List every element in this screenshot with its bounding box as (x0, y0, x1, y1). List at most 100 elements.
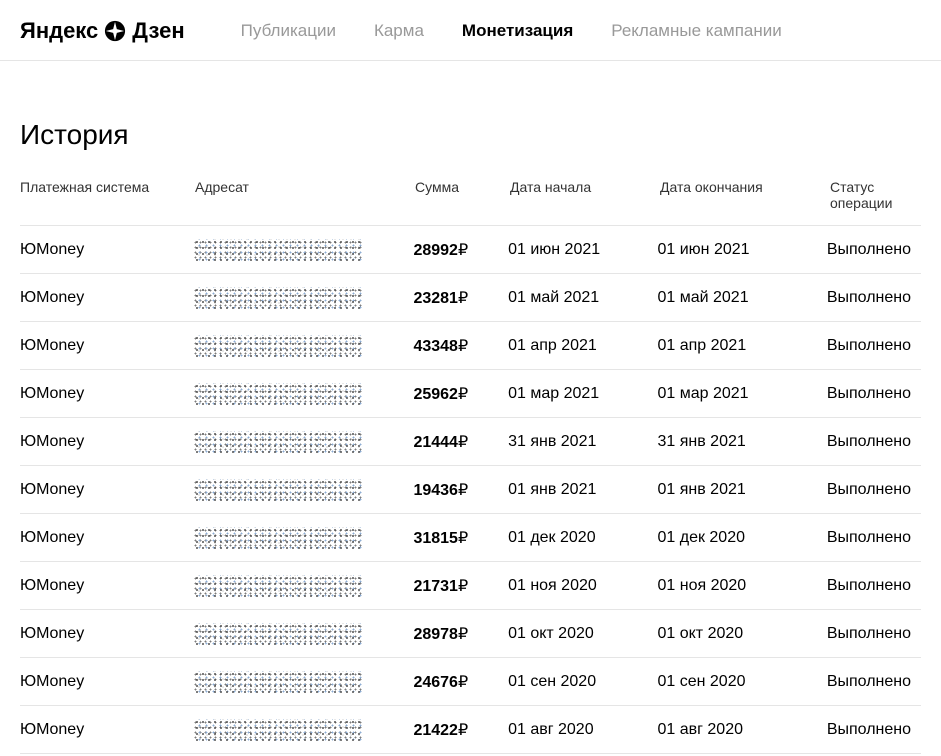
redacted-recipient (194, 671, 364, 693)
td-recipient (194, 575, 413, 597)
th-status: Статус операции (830, 179, 921, 211)
td-end-date: 01 апр 2021 (657, 337, 826, 355)
page-title: История (20, 119, 921, 151)
ruble-icon: ₽ (458, 674, 468, 691)
ruble-icon: ₽ (458, 722, 468, 739)
td-end-date: 31 янв 2021 (657, 433, 826, 451)
td-start-date: 01 дек 2020 (508, 529, 657, 547)
table-row: ЮMoney23281₽01 май 202101 май 2021Выполн… (20, 274, 921, 322)
td-amount: 28978₽ (413, 624, 508, 644)
td-recipient (194, 383, 413, 405)
redacted-recipient (194, 527, 364, 549)
td-start-date: 01 авг 2020 (508, 721, 657, 739)
td-start-date: 01 июн 2021 (508, 241, 657, 259)
ruble-icon: ₽ (458, 626, 468, 643)
ruble-icon: ₽ (458, 530, 468, 547)
td-start-date: 01 окт 2020 (508, 625, 657, 643)
td-recipient (194, 719, 413, 741)
td-status: Выполнено (827, 481, 921, 499)
td-system: ЮMoney (20, 289, 194, 307)
main-nav: Публикации Карма Монетизация Рекламные к… (241, 21, 782, 41)
nav-karma[interactable]: Карма (374, 21, 424, 41)
td-status: Выполнено (827, 337, 921, 355)
th-system: Платежная система (20, 179, 195, 211)
table-row: ЮMoney21731₽01 ноя 202001 ноя 2020Выполн… (20, 562, 921, 610)
td-status: Выполнено (827, 721, 921, 739)
td-recipient (194, 527, 413, 549)
td-system: ЮMoney (20, 721, 194, 739)
logo-star-icon (104, 20, 126, 42)
td-status: Выполнено (827, 433, 921, 451)
td-system: ЮMoney (20, 577, 194, 595)
table-row: ЮMoney19436₽01 янв 202101 янв 2021Выполн… (20, 466, 921, 514)
td-start-date: 31 янв 2021 (508, 433, 657, 451)
ruble-icon: ₽ (458, 290, 468, 307)
th-start: Дата начала (510, 179, 660, 211)
redacted-recipient (194, 383, 364, 405)
td-amount: 31815₽ (413, 528, 508, 548)
nav-campaigns[interactable]: Рекламные кампании (611, 21, 782, 41)
td-amount: 24676₽ (413, 672, 508, 692)
td-status: Выполнено (827, 625, 921, 643)
ruble-icon: ₽ (458, 482, 468, 499)
ruble-icon: ₽ (458, 386, 468, 403)
table-row: ЮMoney21422₽01 авг 202001 авг 2020Выполн… (20, 706, 921, 754)
td-end-date: 01 окт 2020 (657, 625, 826, 643)
td-system: ЮMoney (20, 529, 194, 547)
ruble-icon: ₽ (458, 434, 468, 451)
td-start-date: 01 ноя 2020 (508, 577, 657, 595)
td-recipient (194, 287, 413, 309)
redacted-recipient (194, 719, 364, 741)
td-start-date: 01 апр 2021 (508, 337, 657, 355)
td-end-date: 01 янв 2021 (657, 481, 826, 499)
td-status: Выполнено (827, 673, 921, 691)
td-status: Выполнено (827, 385, 921, 403)
td-end-date: 01 май 2021 (657, 289, 826, 307)
nav-publications[interactable]: Публикации (241, 21, 336, 41)
td-system: ЮMoney (20, 673, 194, 691)
td-system: ЮMoney (20, 241, 194, 259)
td-end-date: 01 июн 2021 (657, 241, 826, 259)
td-amount: 21422₽ (413, 720, 508, 740)
logo-text-1: Яндекс (20, 18, 98, 44)
td-amount: 43348₽ (413, 336, 508, 356)
td-end-date: 01 мар 2021 (657, 385, 826, 403)
redacted-recipient (194, 287, 364, 309)
th-recipient: Адресат (195, 179, 415, 211)
td-recipient (194, 335, 413, 357)
td-recipient (194, 431, 413, 453)
td-recipient (194, 671, 413, 693)
td-system: ЮMoney (20, 433, 194, 451)
td-end-date: 01 дек 2020 (657, 529, 826, 547)
td-system: ЮMoney (20, 337, 194, 355)
redacted-recipient (194, 623, 364, 645)
table-row: ЮMoney28992₽01 июн 202101 июн 2021Выполн… (20, 226, 921, 274)
redacted-recipient (194, 575, 364, 597)
nav-monetization[interactable]: Монетизация (462, 21, 573, 41)
content: История Платежная система Адресат Сумма … (0, 61, 941, 754)
td-status: Выполнено (827, 577, 921, 595)
td-amount: 28992₽ (413, 240, 508, 260)
td-start-date: 01 янв 2021 (508, 481, 657, 499)
td-end-date: 01 сен 2020 (657, 673, 826, 691)
td-amount: 19436₽ (413, 480, 508, 500)
td-system: ЮMoney (20, 481, 194, 499)
logo[interactable]: Яндекс Дзен (20, 18, 185, 44)
td-amount: 25962₽ (413, 384, 508, 404)
td-system: ЮMoney (20, 385, 194, 403)
td-start-date: 01 май 2021 (508, 289, 657, 307)
td-start-date: 01 мар 2021 (508, 385, 657, 403)
redacted-recipient (194, 479, 364, 501)
th-amount: Сумма (415, 179, 510, 211)
payments-table: Платежная система Адресат Сумма Дата нач… (20, 179, 921, 754)
ruble-icon: ₽ (458, 578, 468, 595)
table-row: ЮMoney24676₽01 сен 202001 сен 2020Выполн… (20, 658, 921, 706)
td-end-date: 01 ноя 2020 (657, 577, 826, 595)
td-amount: 23281₽ (413, 288, 508, 308)
td-amount: 21731₽ (413, 576, 508, 596)
logo-text-2: Дзен (132, 18, 184, 44)
table-body: ЮMoney28992₽01 июн 202101 июн 2021Выполн… (20, 226, 921, 754)
table-row: ЮMoney31815₽01 дек 202001 дек 2020Выполн… (20, 514, 921, 562)
td-status: Выполнено (827, 289, 921, 307)
header: Яндекс Дзен Публикации Карма Монетизация… (0, 0, 941, 61)
